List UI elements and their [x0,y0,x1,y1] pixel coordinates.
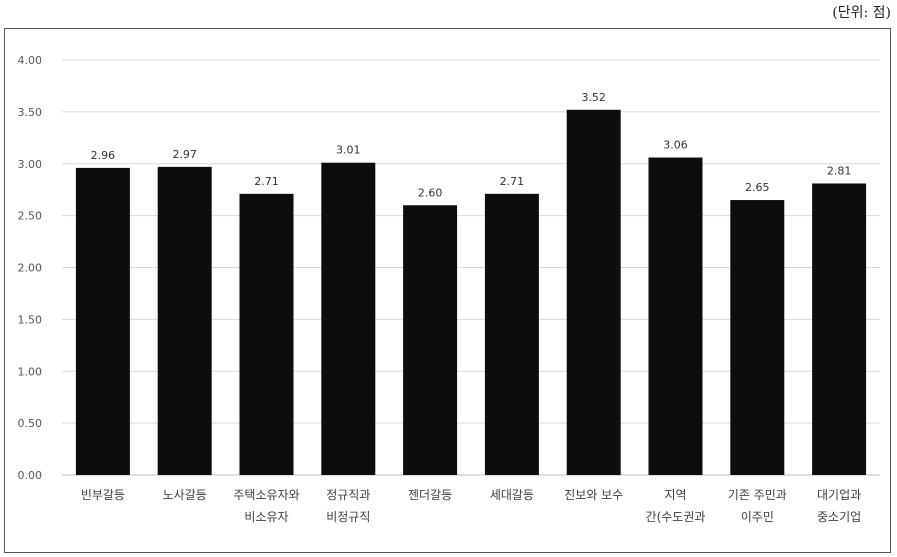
bar [403,205,458,475]
x-category-label: 정규직과 비정규직 [326,488,370,524]
x-category-label: 주택소유자와 비소유자 [233,488,299,524]
y-tick-label: 3.50 [18,106,43,119]
bar [321,162,376,475]
data-label: 2.81 [827,164,852,177]
unit-label: (단위: 점) [832,5,891,21]
data-label: 2.71 [500,175,525,188]
bar [75,167,130,475]
data-label: 3.52 [581,91,606,104]
bar [157,166,212,476]
data-labels: 2.96 2.97 2.71 3.01 2.60 2.71 3.52 3.06 2.65 2.81 [91,91,852,199]
y-tick-label: 0.00 [18,469,43,482]
y-tick-label: 0.50 [18,417,43,430]
x-category-label: 진보와 보수 [564,488,623,502]
y-tick-label: 3.00 [18,158,43,171]
bar [730,200,785,475]
x-category-label: 기존 주민과 이주민 [728,488,787,524]
x-category-label: 대기업과 중소기업 [817,488,861,524]
bar [484,193,539,475]
x-category-label: 빈부갈등 [81,488,125,502]
y-tick-label: 4.00 [18,54,43,67]
x-category-label: 노사갈등 [163,488,207,502]
data-label: 2.96 [91,149,116,162]
x-axis: 빈부갈등 노사갈등 주택소유자와 비소유자 정규직과 비정규직 젠더갈등 세대갈등 진보와 보수… [81,488,861,524]
y-tick-label: 2.00 [18,262,43,275]
x-category-label: 지역 간(수도권과 [646,488,706,524]
y-tick-label: 1.50 [18,313,43,326]
data-label: 2.71 [254,175,279,188]
y-axis: 0.00 0.50 1.00 1.50 2.00 2.50 3.00 3.50 4.00 [18,54,43,482]
y-tick-label: 1.00 [18,365,43,378]
bar [566,109,621,476]
bar [239,193,294,475]
y-tick-label: 2.50 [18,210,43,223]
data-label: 2.65 [745,181,770,194]
data-label: 3.06 [663,139,688,152]
data-label: 2.60 [418,186,443,199]
x-category-label: 젠더갈등 [408,488,452,502]
chart-frame [4,28,891,553]
data-label: 3.01 [336,144,361,157]
data-label: 2.97 [172,148,197,161]
x-category-label: 세대갈등 [490,488,534,502]
bar [812,183,867,475]
bars [75,109,867,476]
bar [648,157,703,475]
